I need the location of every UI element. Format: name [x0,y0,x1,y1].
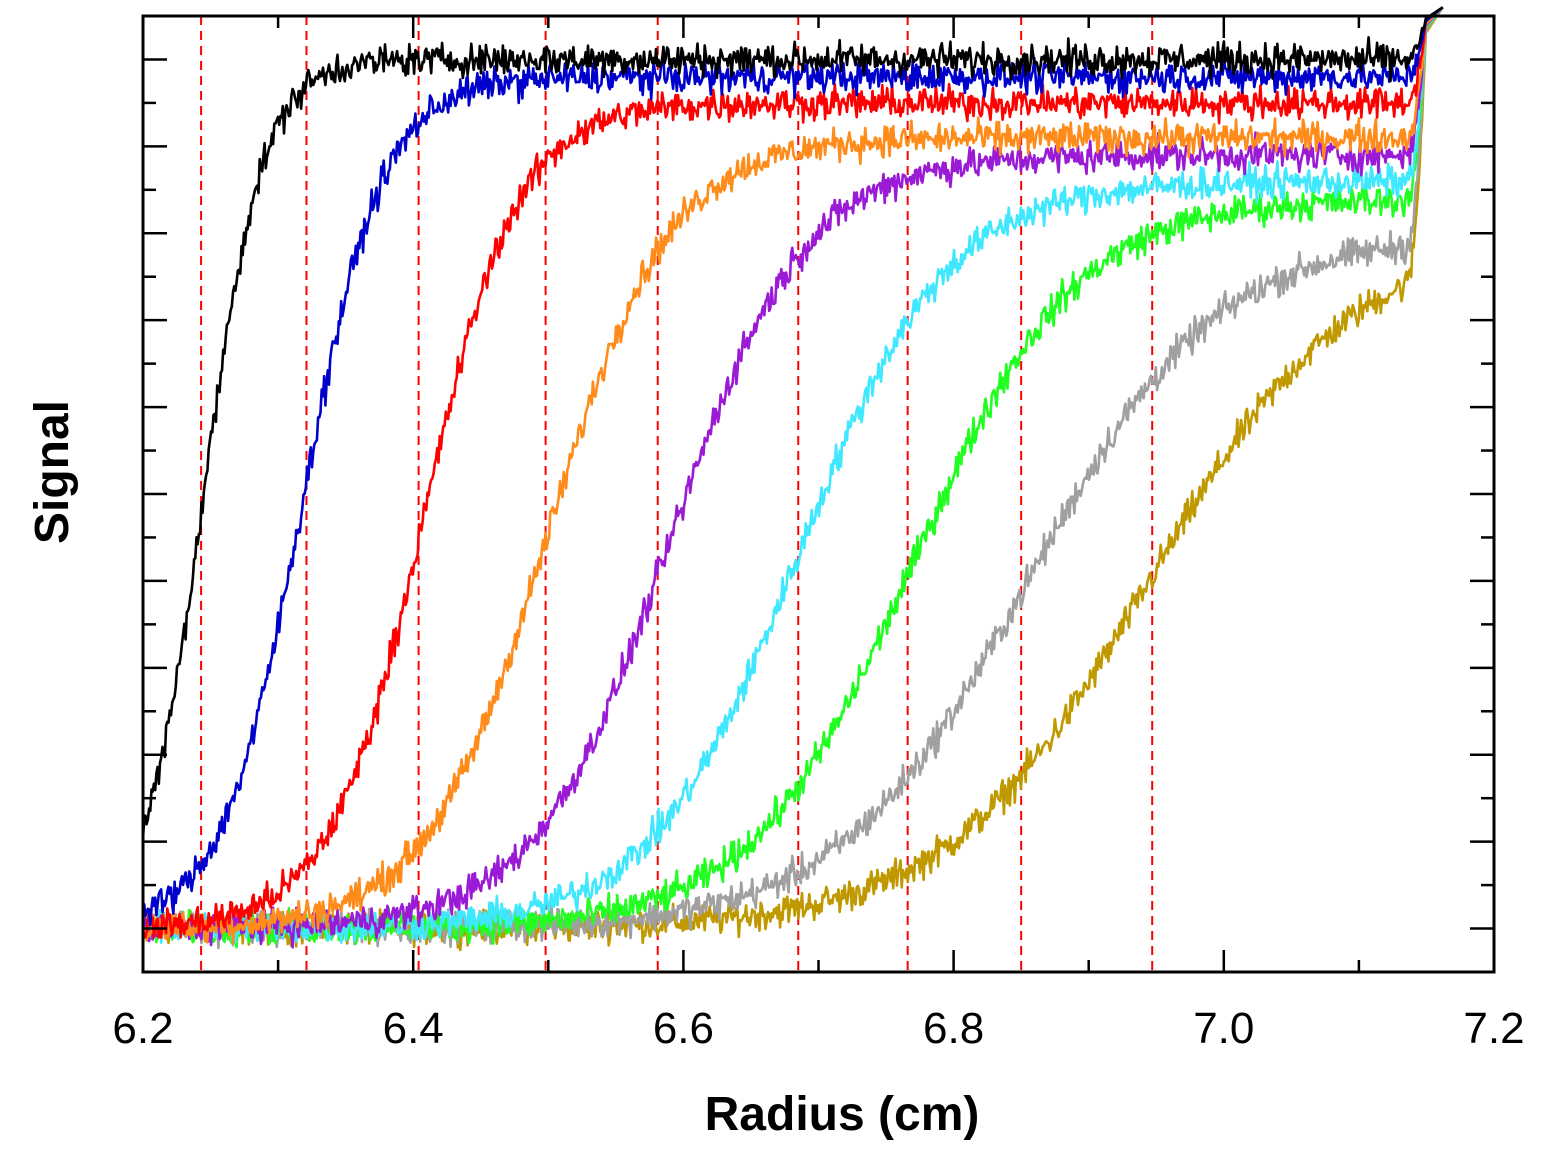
x-tick-label: 6.2 [112,1004,173,1053]
x-tick-label: 6.6 [653,1004,714,1053]
series-line-5 [141,6,1444,949]
x-tick-label: 6.4 [383,1004,444,1053]
x-tick-labels: 6.2 6.4 6.6 6.8 7.0 7.2 [112,1004,1524,1053]
series-line-2 [141,6,1444,927]
x-tick-label: 7.0 [1193,1004,1254,1053]
plot-frame [141,14,1496,974]
series-line-1 [141,6,1444,838]
x-axis-title: Radius (cm) [705,1088,980,1141]
axis-ticks [141,16,1496,972]
x-tick-label: 7.2 [1463,1004,1524,1053]
y-axis-title: Signal [26,400,79,544]
series-layer [141,6,1444,952]
series-line-3 [142,6,1444,939]
x-tick-label: 6.8 [923,1004,984,1053]
series-line-4 [141,6,1444,946]
series-line-7 [141,6,1444,949]
